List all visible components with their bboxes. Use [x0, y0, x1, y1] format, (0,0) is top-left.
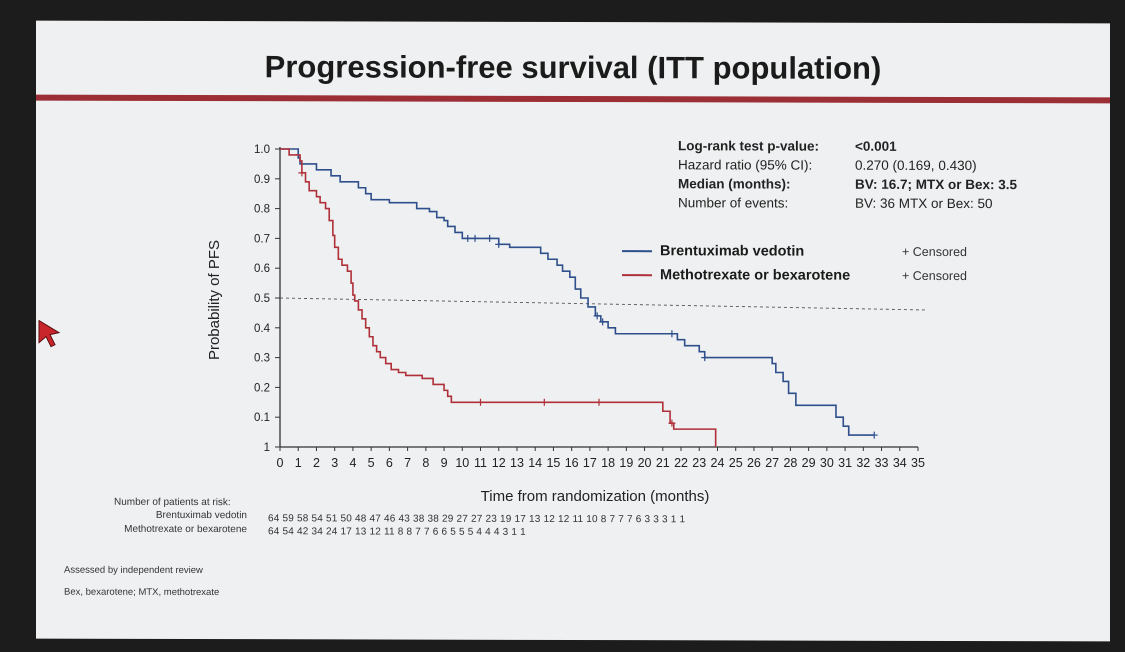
y-tick-label: 0.3 — [254, 353, 270, 365]
y-tick-label: 0.4 — [254, 323, 271, 335]
censor-mark — [298, 169, 306, 177]
censor-mark — [870, 431, 878, 439]
y-tick-label: 0.5 — [254, 293, 270, 305]
km-curve-methotrexate — [280, 148, 717, 447]
censor-mark — [593, 312, 601, 320]
x-tick-label: 28 — [783, 456, 797, 470]
censor-mark — [595, 398, 603, 406]
x-tick-label: 34 — [893, 456, 907, 470]
y-tick-label: 1 — [264, 442, 270, 454]
y-axis-label: Probability of PFS — [206, 240, 223, 360]
y-tick-label: 0.1 — [254, 412, 270, 424]
y-tick-label: 0.2 — [254, 382, 270, 394]
censor-mark — [701, 354, 709, 362]
y-tick-label: 1.0 — [254, 144, 270, 156]
x-tick-label: 19 — [619, 456, 633, 470]
x-tick-label: 2 — [313, 456, 320, 470]
x-tick-label: 29 — [802, 456, 816, 470]
x-tick-label: 26 — [747, 456, 761, 470]
x-tick-label: 6 — [386, 456, 393, 470]
median-reference-line — [279, 297, 927, 311]
x-tick-label: 14 — [528, 456, 542, 470]
x-tick-label: 31 — [838, 456, 852, 470]
x-tick-label: 27 — [765, 456, 779, 470]
censor-mark — [471, 234, 479, 242]
x-tick-label: 23 — [692, 456, 706, 470]
x-tick-label: 17 — [583, 456, 597, 470]
x-axis-label: Time from randomization (months) — [481, 488, 710, 505]
x-tick-label: 10 — [455, 456, 469, 470]
x-tick-label: 9 — [441, 456, 448, 470]
slide: Progression-free survival (ITT populatio… — [36, 20, 1110, 642]
x-tick-label: 12 — [492, 456, 506, 470]
km-curve-brentuximab — [280, 148, 875, 436]
x-tick-label: 11 — [474, 456, 487, 470]
censor-mark — [540, 398, 548, 406]
x-tick-label: 25 — [729, 456, 743, 470]
mouse-pointer-icon — [38, 319, 61, 348]
x-tick-label: 35 — [911, 456, 925, 470]
censor-mark — [495, 240, 503, 248]
x-tick-label: 22 — [674, 456, 688, 470]
x-tick-label: 24 — [711, 456, 725, 470]
x-tick-label: 8 — [422, 456, 429, 470]
x-tick-label: 21 — [656, 456, 670, 470]
censor-mark — [477, 398, 485, 406]
x-tick-label: 33 — [875, 456, 889, 470]
x-tick-label: 3 — [331, 456, 338, 470]
x-tick-label: 20 — [638, 456, 652, 470]
censor-mark — [464, 234, 472, 242]
censor-mark — [668, 330, 676, 338]
x-tick-label: 16 — [565, 456, 579, 470]
x-tick-label: 15 — [546, 456, 560, 470]
x-tick-label: 1 — [295, 456, 302, 470]
y-tick-label: 0.9 — [254, 174, 270, 186]
censor-mark — [668, 419, 676, 427]
x-tick-label: 4 — [349, 456, 356, 470]
y-tick-label: 0.6 — [254, 263, 270, 275]
x-tick-label: 18 — [601, 456, 615, 470]
censor-mark — [599, 318, 607, 326]
y-tick-label: 0.7 — [254, 233, 270, 245]
x-tick-label: 13 — [510, 456, 524, 470]
y-tick-label: 0.8 — [254, 204, 270, 216]
x-tick-label: 32 — [856, 456, 870, 470]
censor-mark — [486, 234, 494, 242]
x-tick-label: 30 — [820, 456, 834, 470]
x-tick-label: 5 — [368, 456, 375, 470]
x-tick-label: 7 — [404, 456, 411, 470]
x-tick-label: 0 — [277, 456, 284, 470]
